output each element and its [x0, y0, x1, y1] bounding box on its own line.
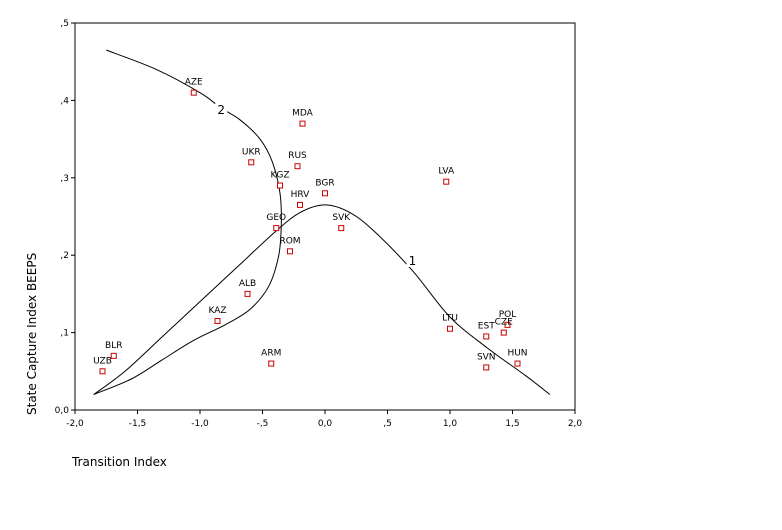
point-marker-svk — [338, 225, 345, 232]
point-label-arm: ARM — [261, 349, 281, 359]
point-label-svn: SVN — [477, 352, 496, 362]
point-label-kgz: KGZ — [270, 171, 289, 181]
x-tick-label: ,5 — [383, 419, 392, 429]
point-marker-ltu — [447, 325, 453, 332]
data-points: AZE MDA UKR RUS KGZ BGR HRV GEO SVK ROM LVA ALB KAZ B… — [93, 78, 528, 375]
point-label-geo: GEO — [266, 213, 286, 223]
point-marker-rus — [294, 163, 301, 170]
point-marker-kaz — [214, 317, 221, 324]
point-marker-geo — [273, 225, 280, 232]
point-label-pol: POL — [499, 310, 517, 320]
x-tick-label: -,5 — [257, 419, 269, 429]
point-label-uzb: UZB — [93, 356, 112, 366]
point-marker-kgz — [277, 182, 283, 189]
point-label-hun: HUN — [507, 349, 527, 359]
x-tick-label: -1,0 — [191, 419, 209, 429]
curve-label-2: 2 — [217, 103, 225, 117]
fit-curves: 12 — [93, 49, 551, 395]
fit-curve-1 — [93, 204, 551, 395]
plot-area-frame — [74, 22, 576, 411]
point-label-blr: BLR — [105, 341, 122, 351]
point-label-lva: LVA — [438, 167, 455, 177]
x-tick-label: -2,0 — [66, 419, 84, 429]
point-marker-est — [483, 333, 490, 340]
point-marker-blr — [110, 352, 117, 359]
point-label-svk: SVK — [332, 213, 351, 223]
point-marker-ukr — [248, 159, 255, 166]
point-label-aze: AZE — [185, 78, 203, 88]
y-axis: 0,0 ,1 ,2 ,3 ,4 ,5 — [55, 19, 75, 416]
point-label-bgr: BGR — [315, 178, 334, 188]
x-axis-label: Transition Index — [71, 455, 167, 469]
point-marker-aze — [190, 89, 197, 96]
point-label-kaz: KAZ — [208, 306, 226, 316]
point-marker-pol — [504, 321, 511, 328]
point-marker-hun — [514, 360, 521, 367]
y-tick-label: ,2 — [60, 251, 69, 261]
point-marker-lva — [443, 178, 450, 185]
y-tick-label: ,1 — [60, 329, 69, 339]
point-marker-arm — [268, 360, 275, 367]
x-tick-label: 1,5 — [505, 419, 519, 429]
x-axis: -2,0 -1,5 -1,0 -,5 0,0 ,5 1,0 1,5 2,0 — [66, 410, 582, 429]
curve-label-background — [406, 253, 419, 267]
point-marker-alb — [244, 290, 251, 297]
point-label-mda: MDA — [292, 109, 314, 119]
point-label-rus: RUS — [288, 151, 307, 161]
point-marker-rom — [287, 248, 293, 255]
y-tick-label: ,4 — [60, 96, 69, 106]
y-tick-label: 0,0 — [55, 406, 70, 416]
curve-label-background — [215, 103, 228, 117]
y-tick-label: ,3 — [60, 174, 69, 184]
point-marker-mda — [299, 120, 306, 127]
point-label-cze: CZE — [495, 318, 513, 328]
point-marker-cze — [500, 329, 507, 336]
point-label-ltu: LTU — [442, 314, 458, 324]
point-marker-svn — [483, 364, 490, 371]
point-label-alb: ALB — [239, 279, 256, 289]
x-tick-label: -1,5 — [129, 419, 147, 429]
curve-label-1: 1 — [409, 254, 417, 268]
x-tick-label: 1,0 — [443, 419, 458, 429]
y-tick-label: ,5 — [60, 19, 69, 29]
point-marker-uzb — [99, 368, 106, 375]
point-label-rom: ROM — [279, 236, 300, 246]
point-marker-bgr — [322, 190, 328, 197]
x-tick-label: 0,0 — [318, 419, 333, 429]
point-marker-hrv — [297, 201, 303, 208]
point-label-est: EST — [478, 321, 495, 331]
point-label-hrv: HRV — [291, 190, 311, 200]
y-axis-label: State Capture Index BEEPS — [25, 253, 39, 415]
x-tick-label: 2,0 — [568, 419, 583, 429]
point-label-ukr: UKR — [242, 147, 261, 157]
